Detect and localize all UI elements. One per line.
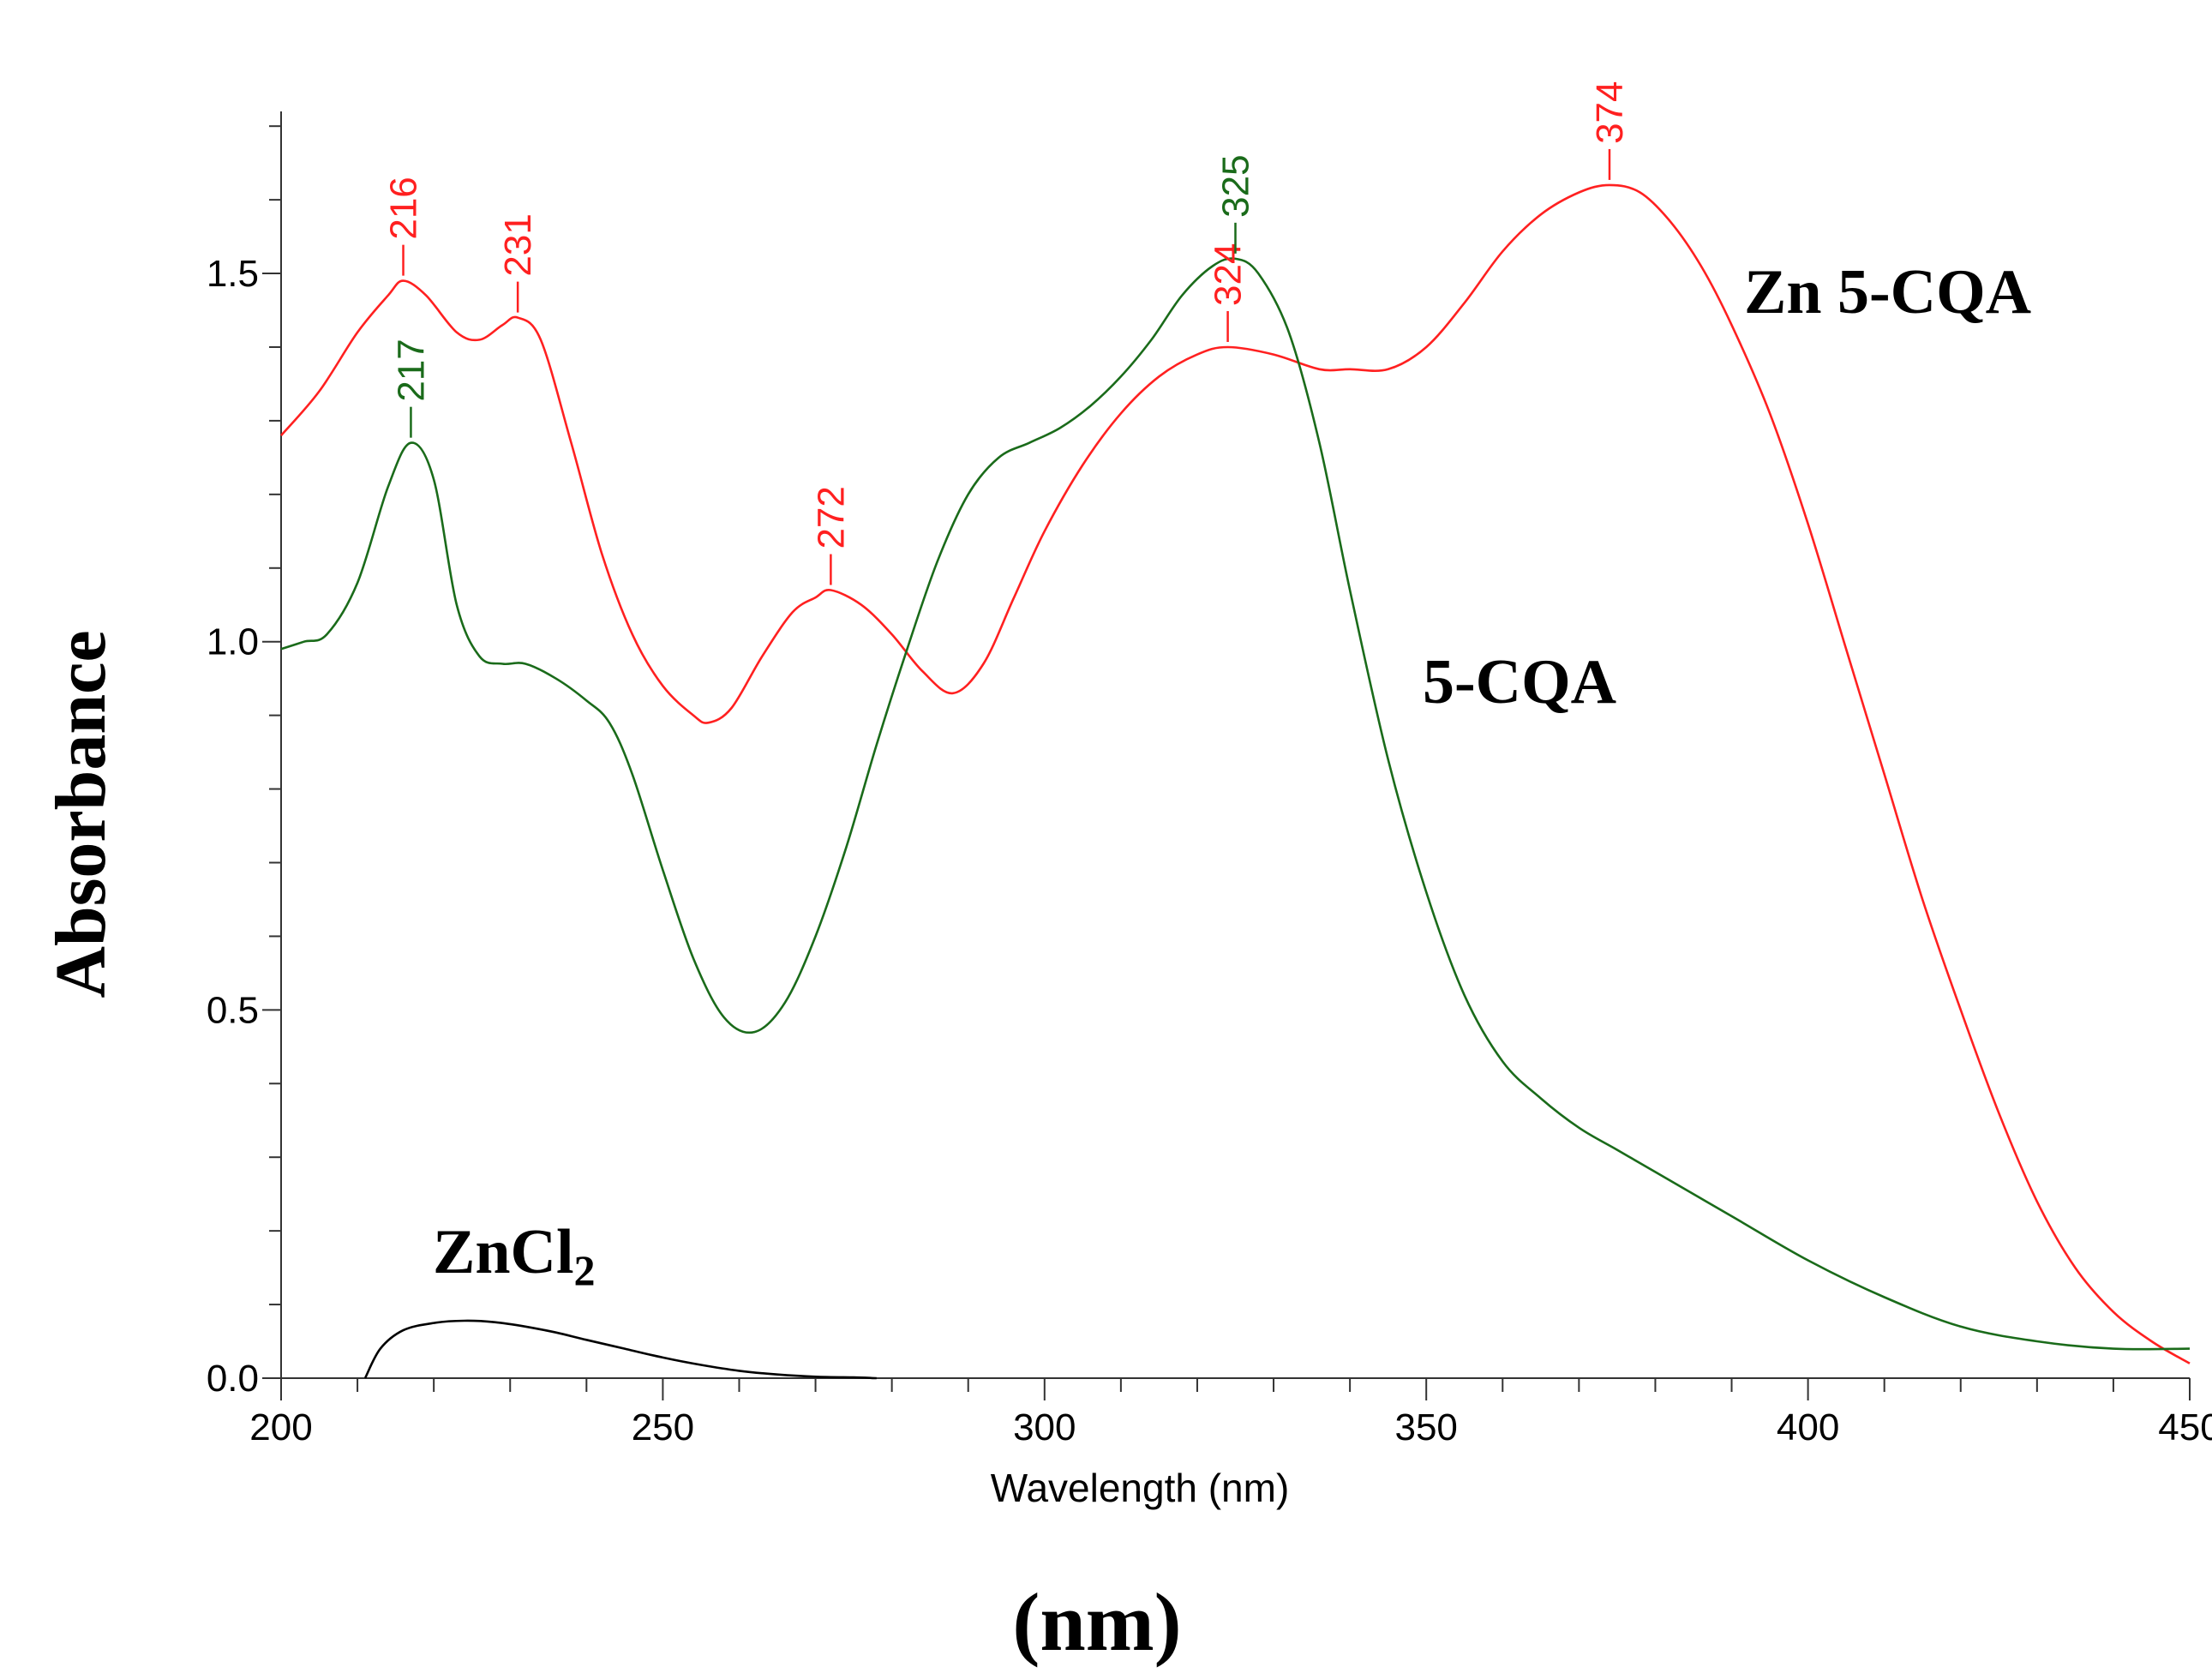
y-axis-title: Absorbance [41, 630, 121, 998]
series-line-zncl2 [363, 1319, 877, 1380]
x-axis-title: Wavelength (nm) [991, 1466, 1290, 1510]
series-layer [280, 183, 2191, 1380]
peak-annotations: 216 231 272 324 374 217 325 [383, 81, 1631, 585]
peak-annotation-216: 216 [383, 177, 425, 276]
series-line-5-cqa [280, 257, 2191, 1351]
peak-label: 217 [390, 339, 432, 401]
x-tick-label: 300 [1013, 1406, 1076, 1448]
series-label-zn-5-cqa: Zn 5-CQA [1744, 257, 2031, 327]
peak-label: 374 [1589, 81, 1631, 144]
y-tick-label: 0.0 [207, 1358, 259, 1400]
x-tick-label: 250 [632, 1406, 694, 1448]
x-tick-label: 200 [249, 1406, 312, 1448]
y-tick-label: 1.5 [207, 253, 259, 295]
peak-label: 216 [383, 177, 425, 239]
series-label-zncl2: ZnCl2 [433, 1217, 596, 1294]
y-tick-label: 0.5 [207, 989, 259, 1031]
x-tick-label: 350 [1394, 1406, 1457, 1448]
bottom-unit-label: (nm) [1012, 1576, 1181, 1668]
peak-annotation-217: 217 [390, 339, 432, 438]
peak-annotation-272: 272 [810, 486, 852, 585]
axes: 0.0 0.5 1.0 1.5 200 250 300 350 400 450 [207, 111, 2212, 1448]
zncl2-base-text: ZnCl [433, 1217, 574, 1287]
x-tick-label: 450 [2158, 1406, 2212, 1448]
y-tick-label: 1.0 [207, 621, 259, 663]
peak-label: 272 [810, 486, 852, 549]
peak-annotation-374: 374 [1589, 81, 1631, 180]
peak-label: 324 [1208, 243, 1250, 306]
peak-annotation-325: 325 [1215, 154, 1257, 254]
peak-annotation-231: 231 [497, 213, 539, 313]
x-tick-label: 400 [1777, 1406, 1839, 1448]
peak-label: 231 [497, 213, 539, 276]
zncl2-subscript: 2 [574, 1246, 596, 1294]
peak-annotation-324: 324 [1208, 243, 1250, 342]
series-label-5-cqa: 5-CQA [1423, 647, 1616, 717]
peak-label: 325 [1215, 154, 1257, 217]
series-line-zn-5-cqa [280, 183, 2191, 1364]
